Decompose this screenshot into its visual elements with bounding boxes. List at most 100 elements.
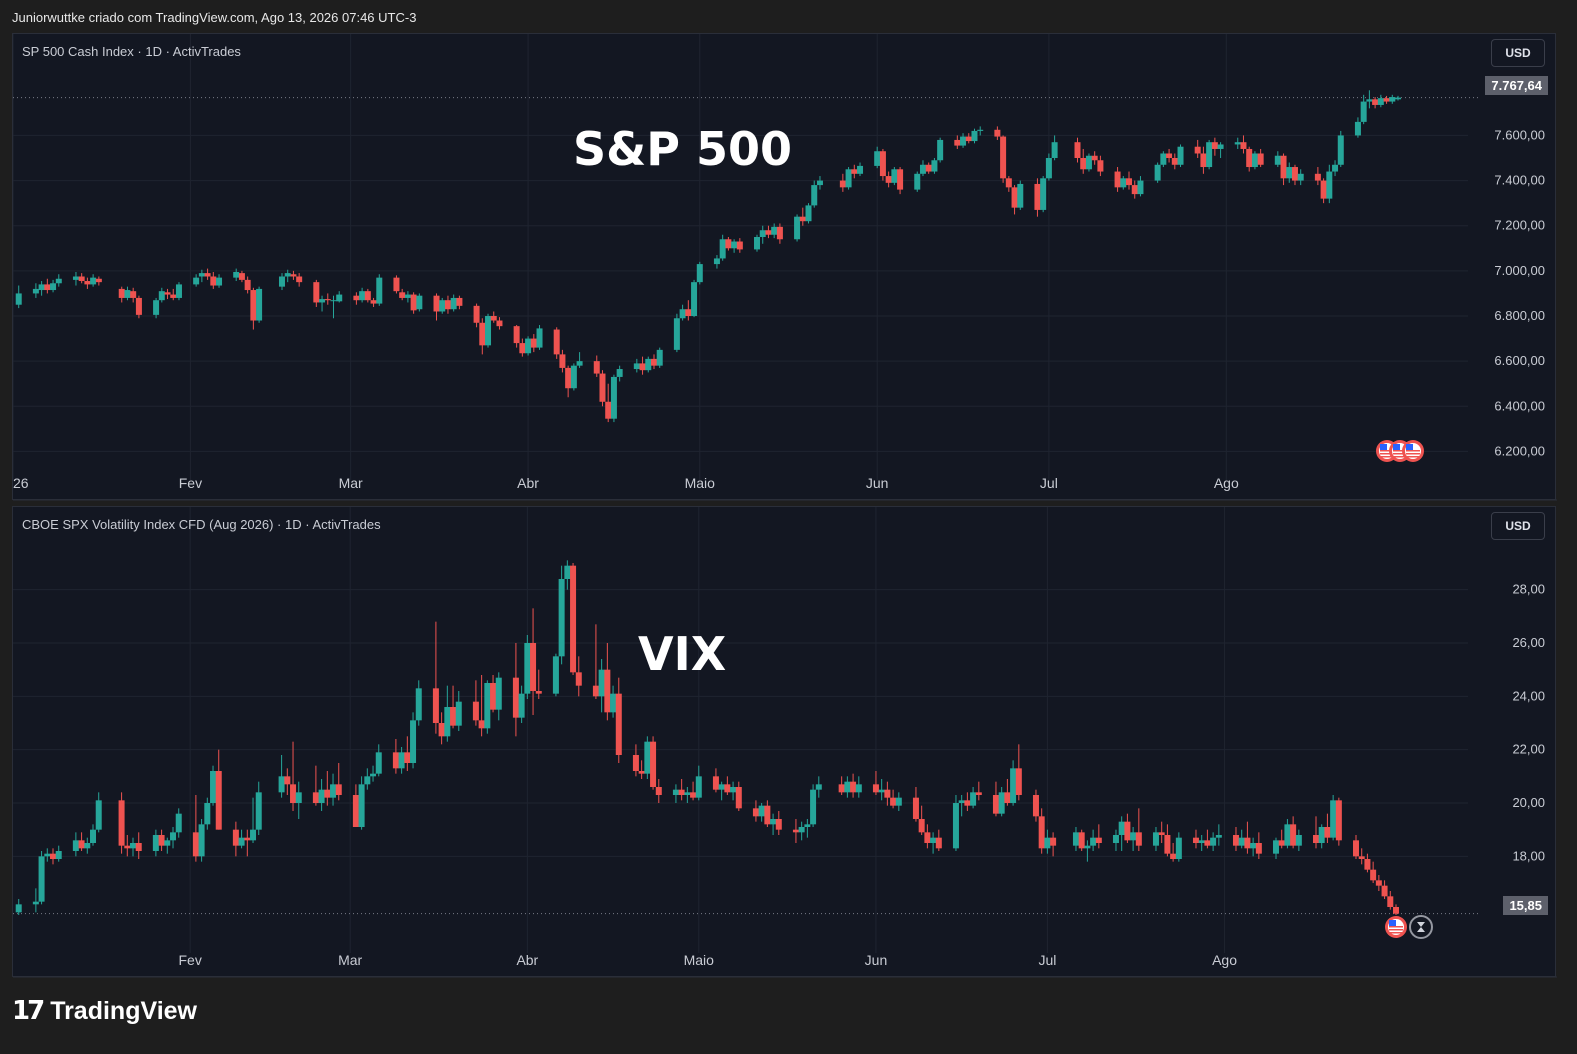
candle[interactable] [524,635,531,699]
candle[interactable] [960,133,967,148]
candle[interactable] [1318,824,1325,849]
candle[interactable] [455,691,462,731]
candle[interactable] [370,297,377,307]
candle[interactable] [193,274,200,287]
candle[interactable] [811,180,818,208]
candle[interactable] [90,274,97,287]
candle[interactable] [1290,816,1297,849]
candle[interactable] [1090,829,1097,851]
candle[interactable] [1370,861,1377,883]
candle[interactable] [1383,95,1390,104]
candle[interactable] [1017,180,1024,210]
candle[interactable] [725,237,732,251]
candle[interactable] [754,234,761,252]
candle[interactable] [432,621,439,734]
candle[interactable] [118,792,125,854]
candle[interactable] [158,829,165,851]
candle[interactable] [1295,829,1302,851]
candle[interactable] [444,685,451,742]
candle[interactable] [535,669,542,699]
candle[interactable] [695,765,702,801]
candle[interactable] [490,675,497,713]
us-flag-icon[interactable] [1402,440,1424,462]
candle[interactable] [1045,153,1052,181]
candle[interactable] [353,292,360,305]
candle[interactable] [284,768,291,795]
candle[interactable] [794,214,801,242]
candle[interactable] [930,832,937,854]
candle[interactable] [170,288,177,301]
candle[interactable] [38,851,45,905]
candle[interactable] [512,643,519,737]
candle[interactable] [1204,829,1211,849]
candle[interactable] [78,273,85,284]
candle[interactable] [130,837,137,857]
candle[interactable] [730,781,737,801]
candle[interactable] [799,207,806,226]
candle[interactable] [95,276,102,286]
candle[interactable] [456,295,463,310]
candle[interactable] [645,356,652,373]
candle[interactable] [416,293,423,312]
candle[interactable] [610,374,617,423]
spx-currency-button[interactable]: USD [1491,39,1545,67]
candle[interactable] [525,336,532,356]
candle[interactable] [472,680,479,726]
candle[interactable] [1291,164,1298,186]
candle[interactable] [376,274,383,306]
candle[interactable] [650,354,657,370]
candle[interactable] [359,287,366,303]
candle[interactable] [450,685,457,729]
candle[interactable] [118,286,125,303]
candle[interactable] [919,160,926,177]
candle[interactable] [758,803,765,822]
candle[interactable] [564,560,571,590]
candle[interactable] [1126,171,1133,190]
candle[interactable] [673,313,680,353]
candle[interactable] [1040,176,1047,213]
candle[interactable] [897,167,904,195]
candle[interactable] [415,680,422,726]
candle[interactable] [1352,835,1359,859]
candle[interactable] [1177,144,1184,168]
candle[interactable] [1124,813,1131,843]
candle[interactable] [84,837,91,854]
candle[interactable] [805,203,812,224]
candle[interactable] [55,274,62,287]
candle[interactable] [410,292,417,314]
candle[interactable] [815,776,822,798]
candle[interactable] [1286,162,1293,183]
candle[interactable] [735,781,742,811]
candle[interactable] [250,287,257,330]
candle[interactable] [552,653,559,697]
candle[interactable] [330,773,337,806]
candle[interactable] [192,795,199,862]
candle[interactable] [375,744,382,777]
candle[interactable] [450,294,457,312]
candle[interactable] [684,787,691,803]
candle[interactable] [404,291,411,303]
candle[interactable] [55,845,62,862]
candle[interactable] [656,347,663,368]
candle[interactable] [1244,821,1251,854]
candle[interactable] [771,223,778,239]
candle[interactable] [1074,137,1081,163]
candle[interactable] [1032,789,1039,822]
candle[interactable] [1234,137,1241,149]
candle[interactable] [164,837,171,854]
candle[interactable] [1080,148,1087,174]
candle[interactable] [490,311,497,323]
candle[interactable] [233,268,240,282]
candle[interactable] [599,370,606,407]
candle[interactable] [1097,155,1104,177]
candle[interactable] [358,776,365,830]
candle[interactable] [1366,90,1373,109]
candle[interactable] [1004,779,1011,806]
candle[interactable] [1118,816,1125,851]
candle[interactable] [1095,824,1102,849]
candle[interactable] [731,239,738,253]
candle[interactable] [998,787,1005,817]
candle[interactable] [1312,816,1319,849]
candle[interactable] [135,832,142,859]
candle[interactable] [313,279,320,307]
